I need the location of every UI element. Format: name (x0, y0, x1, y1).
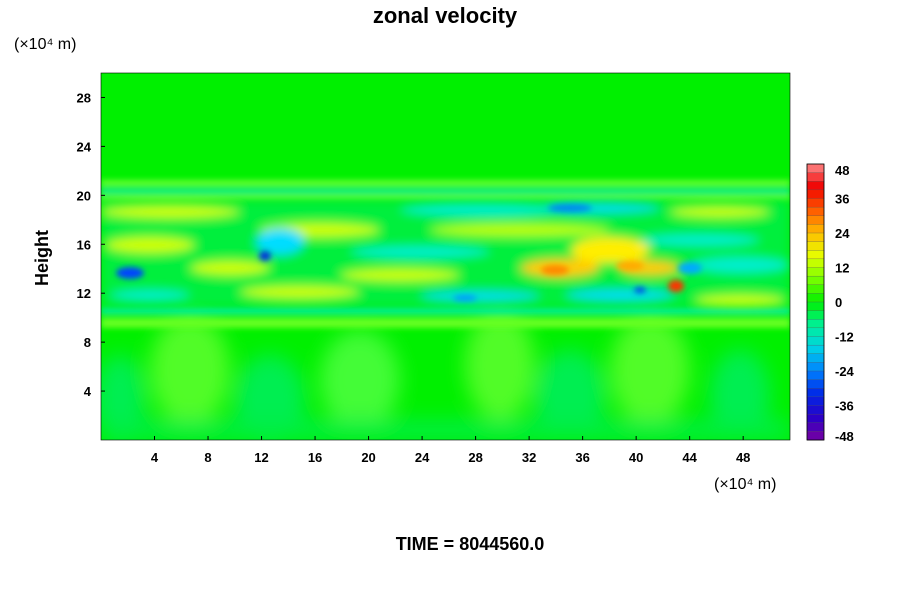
colorbar-swatch (806, 310, 825, 320)
colorbar-swatch (806, 344, 825, 355)
chart-title: zonal velocity (373, 3, 518, 28)
y-tick-label: 12 (77, 286, 91, 301)
colorbar-swatch (806, 224, 825, 234)
x-tick-label: 8 (204, 450, 211, 465)
colorbar-tick-label: 36 (835, 192, 849, 207)
y-tick-label: 24 (77, 139, 92, 154)
x-tick-label: 40 (629, 450, 643, 465)
colorbar-tick-label: 24 (835, 226, 850, 241)
colorbar-swatch (806, 301, 825, 312)
colorbar: 48 36 24 12 0 -12 -24 -36 -48 (806, 163, 855, 444)
colorbar-swatch (806, 215, 825, 225)
colorbar-swatch (806, 172, 825, 182)
colorbar-frame (806, 163, 825, 441)
y-axis-ticks: 4 8 12 16 20 24 28 (77, 90, 105, 399)
colorbar-swatch (806, 241, 825, 251)
colorbar-swatch (806, 181, 825, 191)
plot-frame (100, 72, 791, 441)
y-tick-label: 16 (77, 237, 91, 252)
colorbar-tick-label: 48 (835, 163, 849, 178)
colorbar-swatch (806, 396, 825, 406)
colorbar-swatch (806, 353, 825, 363)
colorbar-tick-label: -24 (835, 364, 855, 379)
colorbar-swatch (806, 189, 825, 199)
y-tick-label: 4 (84, 384, 92, 399)
colorbar-swatch (806, 163, 825, 174)
colorbar-swatch (806, 258, 825, 268)
x-tick-label: 28 (468, 450, 482, 465)
x-tick-label: 32 (522, 450, 536, 465)
colorbar-swatch (806, 431, 825, 441)
heatmap-field (101, 73, 790, 440)
colorbar-swatch (806, 362, 825, 372)
colorbar-swatch (806, 319, 825, 329)
colorbar-tick-label: -36 (835, 399, 854, 414)
x-tick-label: 36 (575, 450, 589, 465)
x-tick-label: 20 (361, 450, 375, 465)
colorbar-swatch (806, 379, 825, 389)
x-axis-ticks: 4 8 12 16 20 24 28 32 36 40 44 48 (151, 436, 750, 465)
colorbar-swatch (806, 413, 825, 424)
x-tick-label: 16 (308, 450, 322, 465)
colorbar-swatch (806, 232, 825, 243)
x-tick-label: 48 (736, 450, 750, 465)
y-tick-label: 20 (77, 188, 91, 203)
x-tick-label: 24 (415, 450, 430, 465)
colorbar-swatch (806, 250, 825, 260)
colorbar-ticks: 48 36 24 12 0 -12 -24 -36 -48 (835, 163, 855, 444)
colorbar-swatch (806, 275, 825, 286)
y-axis-unit: (×10⁴ m) (14, 36, 76, 53)
colorbar-tick-label: -48 (835, 429, 854, 444)
y-tick-label: 8 (84, 335, 91, 350)
colorbar-swatches (806, 163, 825, 441)
x-tick-label: 4 (151, 450, 159, 465)
colorbar-swatch (806, 206, 825, 217)
time-label: TIME = 8044560.0 (396, 534, 545, 554)
colorbar-swatch (806, 327, 825, 337)
colorbar-swatch (806, 336, 825, 346)
colorbar-swatch (806, 198, 825, 208)
colorbar-swatch (806, 405, 825, 415)
x-tick-label: 12 (254, 450, 268, 465)
colorbar-swatch (806, 267, 825, 277)
x-tick-label: 44 (682, 450, 697, 465)
colorbar-swatch (806, 388, 825, 398)
colorbar-swatch (806, 284, 825, 294)
colorbar-tick-label: 0 (835, 295, 842, 310)
y-axis-label: Height (32, 230, 52, 286)
colorbar-swatch (806, 422, 825, 432)
y-tick-label: 28 (77, 90, 91, 105)
x-axis-unit: (×10⁴ m) (714, 476, 776, 493)
colorbar-tick-label: -12 (835, 330, 854, 345)
colorbar-swatch (806, 293, 825, 303)
colorbar-swatch (806, 370, 825, 381)
colorbar-tick-label: 12 (835, 261, 849, 276)
